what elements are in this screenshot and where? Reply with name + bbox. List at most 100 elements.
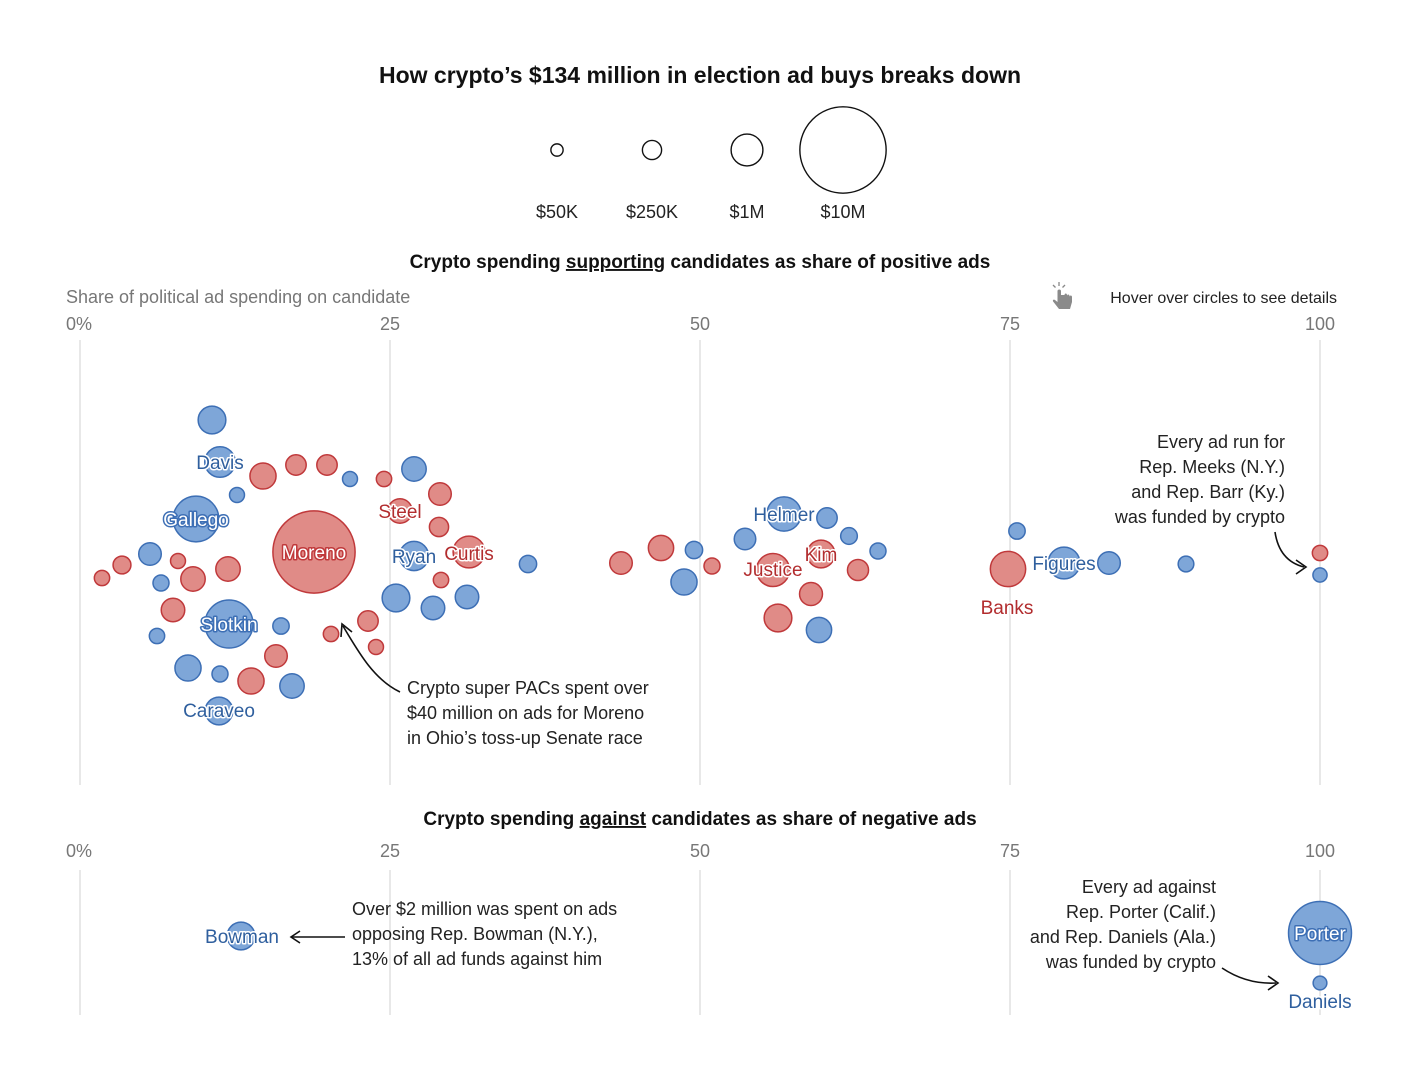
x-tick-label-2: 50 bbox=[690, 314, 710, 334]
candidate-bubble[interactable] bbox=[805, 616, 833, 644]
candidate-bubble[interactable] bbox=[420, 595, 446, 621]
annotation-0-0-line-0: Crypto super PACs spent over bbox=[407, 678, 649, 698]
candidate-bubble[interactable] bbox=[285, 454, 307, 476]
caraveo-bubble[interactable] bbox=[204, 696, 234, 726]
size-legend-circle-1 bbox=[641, 139, 663, 161]
candidate-bubble[interactable] bbox=[272, 617, 290, 635]
daniels-bubble[interactable] bbox=[1312, 975, 1328, 991]
annotation-0-1-line-2: and Rep. Barr (Ky.) bbox=[1131, 482, 1285, 502]
candidate-bubble[interactable] bbox=[684, 540, 704, 560]
annotations: Crypto super PACs spent over $40 million … bbox=[352, 432, 1285, 972]
x-tick-label-1: 25 bbox=[380, 841, 400, 861]
candidate-bubble[interactable] bbox=[322, 625, 340, 643]
candidate-bubble[interactable] bbox=[401, 456, 427, 482]
candidate-bubble[interactable] bbox=[518, 554, 538, 574]
label-ryan: Ryan bbox=[392, 547, 436, 568]
candidate-bubble[interactable] bbox=[608, 550, 634, 576]
size-legend: $50K $250K $1M $10M bbox=[536, 106, 887, 222]
candidate-bubble[interactable] bbox=[180, 566, 206, 592]
davis-bubble[interactable] bbox=[203, 445, 237, 479]
candidate-bubble[interactable] bbox=[733, 527, 757, 551]
candidate-bubble[interactable] bbox=[279, 673, 305, 699]
moreno-bubble[interactable] bbox=[272, 510, 356, 594]
candidate-bubble[interactable] bbox=[763, 603, 793, 633]
banks-bubble[interactable] bbox=[989, 550, 1027, 588]
candidate-bubble[interactable] bbox=[427, 481, 453, 507]
candidate-bubble[interactable] bbox=[647, 534, 675, 562]
annotation-1-1-line-0: Every ad against bbox=[1082, 877, 1216, 897]
slotkin-bubble[interactable] bbox=[204, 599, 254, 649]
candidate-bubble[interactable] bbox=[263, 643, 289, 669]
annotation-1-0-line-0: Over $2 million was spent on ads bbox=[352, 899, 617, 919]
annotation-1-0-line-2: 13% of all ad funds against him bbox=[352, 949, 602, 969]
candidate-bubble[interactable] bbox=[215, 556, 241, 582]
candidate-bubble[interactable] bbox=[152, 574, 170, 592]
moreno-annotation-arrow bbox=[342, 625, 401, 693]
annotation-0-1-line-1: Rep. Meeks (N.Y.) bbox=[1139, 457, 1285, 477]
candidate-bubble[interactable] bbox=[174, 654, 202, 682]
steel-bubble[interactable] bbox=[387, 498, 413, 524]
candidate-bubble[interactable] bbox=[169, 552, 187, 570]
candidate-bubble[interactable] bbox=[432, 571, 450, 589]
candidate-bubble[interactable] bbox=[137, 541, 163, 567]
candidate-bubble[interactable] bbox=[869, 542, 887, 560]
annotation-0-1-line-0: Every ad run for bbox=[1157, 432, 1285, 452]
candidate-bubble[interactable] bbox=[367, 638, 385, 656]
candidate-bubble[interactable] bbox=[1177, 555, 1195, 573]
size-legend-label-2: $1M bbox=[729, 202, 764, 222]
size-legend-label-0: $50K bbox=[536, 202, 578, 222]
candidate-bubble[interactable] bbox=[211, 665, 229, 683]
candidate-bubble[interactable] bbox=[375, 470, 393, 488]
ryan-bubble[interactable] bbox=[398, 540, 430, 572]
label-caraveo: Caraveo bbox=[183, 701, 255, 722]
against-section-title: Crypto spending against candidates as sh… bbox=[423, 809, 976, 830]
annotation-1-1-line-3: was funded by crypto bbox=[1045, 952, 1216, 972]
x-tick-label-0: 0% bbox=[66, 841, 92, 861]
kim-bubble[interactable] bbox=[806, 539, 836, 569]
candidate-bubble[interactable] bbox=[93, 569, 111, 587]
candidate-bubble[interactable] bbox=[1311, 544, 1329, 562]
candidate-bubble[interactable] bbox=[197, 405, 227, 435]
annotation-0-1-line-3: was funded by crypto bbox=[1114, 507, 1285, 527]
candidate-bubble[interactable] bbox=[112, 555, 132, 575]
candidate-bubble[interactable] bbox=[148, 627, 166, 645]
candidate-bubble[interactable] bbox=[357, 610, 379, 632]
candidate-bubble[interactable] bbox=[381, 583, 411, 613]
curtis-bubble[interactable] bbox=[452, 535, 486, 569]
candidate-bubble[interactable] bbox=[316, 454, 338, 476]
size-legend-circle-2 bbox=[730, 133, 764, 167]
helmer-bubble[interactable] bbox=[766, 496, 802, 532]
size-legend-label-1: $250K bbox=[626, 202, 678, 222]
gallego-bubble[interactable] bbox=[172, 495, 220, 543]
x-tick-label-4: 100 bbox=[1305, 841, 1335, 861]
candidate-bubble[interactable] bbox=[228, 486, 246, 504]
label-figures: Figures bbox=[1032, 554, 1095, 575]
candidate-bubble[interactable] bbox=[846, 558, 870, 582]
candidate-bubble[interactable] bbox=[798, 581, 824, 607]
porter-bubble[interactable] bbox=[1287, 900, 1353, 966]
candidate-bubble[interactable] bbox=[341, 470, 359, 488]
chart-title: How crypto’s $134 million in election ad… bbox=[379, 62, 1021, 88]
candidate-bubble[interactable] bbox=[1096, 550, 1122, 576]
x-tick-label-4: 100 bbox=[1305, 314, 1335, 334]
label-porter: Porter bbox=[1294, 924, 1346, 945]
supporting-section-title: Crypto spending supporting candidates as… bbox=[410, 252, 991, 273]
label-gallego: Gallego bbox=[163, 510, 229, 531]
x-tick-label-0: 0% bbox=[66, 314, 92, 334]
candidate-bubble[interactable] bbox=[670, 568, 698, 596]
candidate-bubble[interactable] bbox=[237, 667, 265, 695]
candidate-bubble[interactable] bbox=[1312, 567, 1328, 583]
label-daniels: Daniels bbox=[1288, 992, 1351, 1013]
candidate-bubble[interactable] bbox=[428, 516, 450, 538]
candidate-bubble[interactable] bbox=[160, 597, 186, 623]
justice-bubble[interactable] bbox=[755, 552, 791, 588]
candidate-bubble[interactable] bbox=[1008, 522, 1026, 540]
candidate-bubble[interactable] bbox=[816, 507, 838, 529]
candidate-bubble[interactable] bbox=[249, 462, 277, 490]
candidate-bubble[interactable] bbox=[703, 557, 721, 575]
candidate-bubble[interactable] bbox=[454, 584, 480, 610]
bowman-bubble[interactable] bbox=[226, 921, 256, 951]
candidate-bubble[interactable] bbox=[839, 526, 859, 546]
x-tick-label-3: 75 bbox=[1000, 314, 1020, 334]
figures-bubble[interactable] bbox=[1047, 546, 1081, 580]
